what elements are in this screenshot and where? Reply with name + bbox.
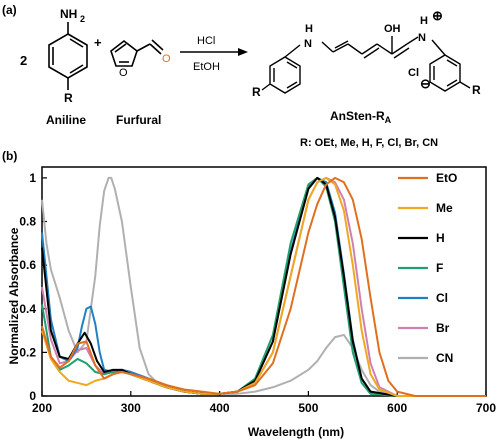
reagent-bottom: EtOH [193,61,220,73]
x-tick-label: 700 [476,401,496,415]
reaction-arrowhead [238,48,248,56]
legend-label-cl: Cl [436,291,448,305]
product-cl-minus: ⊖ [420,76,431,91]
reagent-top: HCl [197,35,215,47]
product-oh: OH [384,23,401,35]
y-tick-label: 0.6 [19,258,36,272]
legend-label-me: Me [436,201,453,215]
panel-b-label: (b) [2,149,17,163]
y-tick-label: 1 [29,171,36,185]
x-axis-label: Wavelength (nm) [248,425,344,439]
x-tick-label: 600 [387,401,407,415]
product-plus-charge: ⊕ [432,8,443,23]
coefficient: 2 [20,53,27,68]
y-tick-label: 0.2 [19,345,36,359]
aniline-nh2: NH [60,7,77,21]
y-tick-label: 0.8 [19,215,36,229]
legend-label-h: H [436,231,445,245]
product-cl: Cl [408,67,419,79]
product-structure [261,36,471,94]
aniline-name: Aniline [46,113,86,127]
y-axis-label: Normalized Absorbance [7,227,21,364]
legend-label-br: Br [436,321,450,335]
substituent-list: R: OEt, Me, H, F, Cl, Br, CN [300,137,438,149]
product-r-left: R [252,85,261,99]
product-name: AnSten-RA [330,109,392,125]
product-nh-left: H [305,23,313,35]
x-tick-label: 400 [210,401,230,415]
series-line-eto [41,176,486,397]
plot-frame [41,166,487,397]
legend-label-f: F [436,261,443,275]
y-tick-label: 0.4 [19,302,36,316]
x-tick-label: 300 [121,401,141,415]
chart-legend: EtO Me H F Cl Br CN [398,171,457,365]
furfural-name: Furfural [116,113,161,127]
plus-sign: + [94,35,102,50]
furfural-o-ald: O [162,53,171,65]
aniline-nh2-sub: 2 [80,14,85,24]
product-nh-right: H [420,15,428,27]
furfural-o-ring: O [119,67,128,79]
chart-plot: 200 300 400 500 600 700 0 0.2 0.4 0.6 0.8 1 [19,166,496,415]
product-r-right: R [472,83,481,97]
product-n-right: N [418,32,426,44]
legend-label-eto: EtO [436,171,457,185]
legend-label-cn: CN [436,351,453,365]
aniline-r: R [64,91,73,105]
x-tick-label: 500 [298,401,318,415]
panel-a-label: (a) [2,3,17,17]
x-tick-label: 200 [32,401,52,415]
product-n-left: N [304,38,312,50]
series-line-h [41,176,486,397]
y-tick-label: 0 [29,389,36,403]
furfural-structure [110,39,164,67]
aniline-structure [48,22,88,90]
